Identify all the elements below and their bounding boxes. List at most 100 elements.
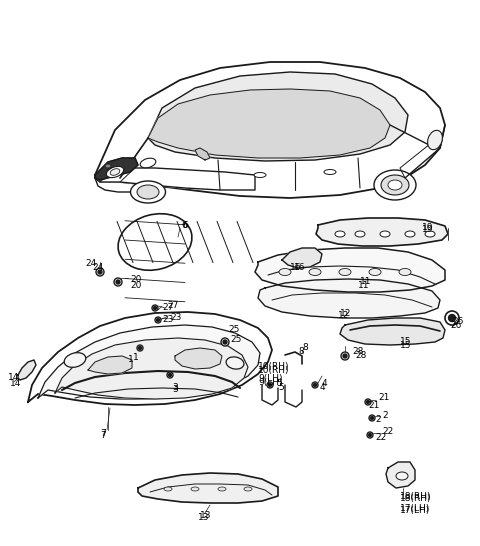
Ellipse shape <box>110 169 120 175</box>
Text: 24: 24 <box>85 259 96 269</box>
Text: 27: 27 <box>167 300 179 310</box>
Circle shape <box>154 306 156 310</box>
Ellipse shape <box>399 269 411 276</box>
Text: 12: 12 <box>340 308 351 318</box>
Ellipse shape <box>64 353 86 367</box>
Circle shape <box>365 399 371 405</box>
Polygon shape <box>138 473 278 503</box>
Ellipse shape <box>396 472 408 480</box>
Text: 14: 14 <box>10 378 22 388</box>
Ellipse shape <box>355 231 365 237</box>
Polygon shape <box>195 148 210 160</box>
Polygon shape <box>18 360 36 380</box>
Text: 18(RH): 18(RH) <box>400 491 432 501</box>
Ellipse shape <box>369 269 381 276</box>
Polygon shape <box>95 168 255 190</box>
Ellipse shape <box>107 167 124 177</box>
Polygon shape <box>340 318 445 345</box>
Circle shape <box>96 268 104 276</box>
Text: 6: 6 <box>182 222 188 230</box>
Polygon shape <box>386 462 415 488</box>
Text: 10(RH): 10(RH) <box>258 363 289 371</box>
Text: 6: 6 <box>181 221 187 229</box>
Ellipse shape <box>226 357 244 369</box>
Ellipse shape <box>335 231 345 237</box>
Text: 4: 4 <box>322 379 328 389</box>
Circle shape <box>114 278 122 286</box>
Ellipse shape <box>405 231 415 237</box>
Text: 10(RH): 10(RH) <box>258 365 289 375</box>
Circle shape <box>367 401 370 403</box>
Circle shape <box>343 354 347 358</box>
Text: 3: 3 <box>172 385 178 395</box>
Text: 1: 1 <box>128 355 134 365</box>
Circle shape <box>268 383 272 387</box>
Text: 19: 19 <box>422 223 433 233</box>
Text: 2: 2 <box>382 411 388 419</box>
Text: 12: 12 <box>338 311 349 319</box>
Text: 17(LH): 17(LH) <box>400 503 430 513</box>
Text: 11: 11 <box>358 281 370 289</box>
Text: 14: 14 <box>8 373 19 383</box>
Text: 5: 5 <box>278 383 284 391</box>
Circle shape <box>267 382 273 388</box>
Ellipse shape <box>374 170 416 200</box>
Circle shape <box>367 432 373 438</box>
Text: 9(LH): 9(LH) <box>258 375 283 383</box>
Text: 2: 2 <box>375 416 381 424</box>
Text: 22: 22 <box>375 434 386 442</box>
Ellipse shape <box>339 269 351 276</box>
Circle shape <box>312 382 318 388</box>
Text: 1: 1 <box>133 353 139 361</box>
Text: 19: 19 <box>422 225 433 234</box>
Text: 27: 27 <box>162 304 173 312</box>
Ellipse shape <box>244 487 252 491</box>
Ellipse shape <box>164 487 172 491</box>
Text: 13: 13 <box>200 511 212 519</box>
Ellipse shape <box>279 269 291 276</box>
Circle shape <box>139 347 142 349</box>
Ellipse shape <box>381 175 409 195</box>
Text: 23: 23 <box>170 312 181 322</box>
Circle shape <box>448 314 456 322</box>
Polygon shape <box>282 248 322 268</box>
Circle shape <box>371 417 373 419</box>
Text: 22: 22 <box>382 428 393 436</box>
Ellipse shape <box>140 158 156 168</box>
Ellipse shape <box>118 213 192 270</box>
Ellipse shape <box>309 269 321 276</box>
Text: 28: 28 <box>355 351 366 359</box>
Text: 18(RH): 18(RH) <box>400 494 432 502</box>
Text: 16: 16 <box>294 264 305 272</box>
Polygon shape <box>28 312 272 405</box>
Text: 16: 16 <box>290 264 301 272</box>
Circle shape <box>221 338 229 346</box>
Text: 5: 5 <box>276 378 282 388</box>
Text: 8: 8 <box>302 343 308 353</box>
Circle shape <box>369 434 372 436</box>
Circle shape <box>116 280 120 284</box>
Text: 26: 26 <box>452 318 463 327</box>
Circle shape <box>369 415 375 421</box>
Text: 13: 13 <box>198 513 209 523</box>
Polygon shape <box>95 158 138 180</box>
Circle shape <box>341 352 349 360</box>
Circle shape <box>168 373 171 377</box>
Polygon shape <box>55 338 248 399</box>
Text: 20: 20 <box>130 276 142 284</box>
Polygon shape <box>95 62 445 198</box>
Ellipse shape <box>425 231 435 237</box>
Circle shape <box>137 345 143 351</box>
Text: 7: 7 <box>100 430 106 440</box>
Circle shape <box>98 270 102 274</box>
Text: 20: 20 <box>130 281 142 289</box>
Circle shape <box>167 372 173 378</box>
Circle shape <box>156 318 159 322</box>
Text: 7: 7 <box>100 429 106 437</box>
Circle shape <box>313 383 316 387</box>
Polygon shape <box>316 218 448 246</box>
Ellipse shape <box>380 231 390 237</box>
Text: 15: 15 <box>400 341 411 349</box>
Text: 15: 15 <box>400 337 411 347</box>
Polygon shape <box>38 325 260 399</box>
